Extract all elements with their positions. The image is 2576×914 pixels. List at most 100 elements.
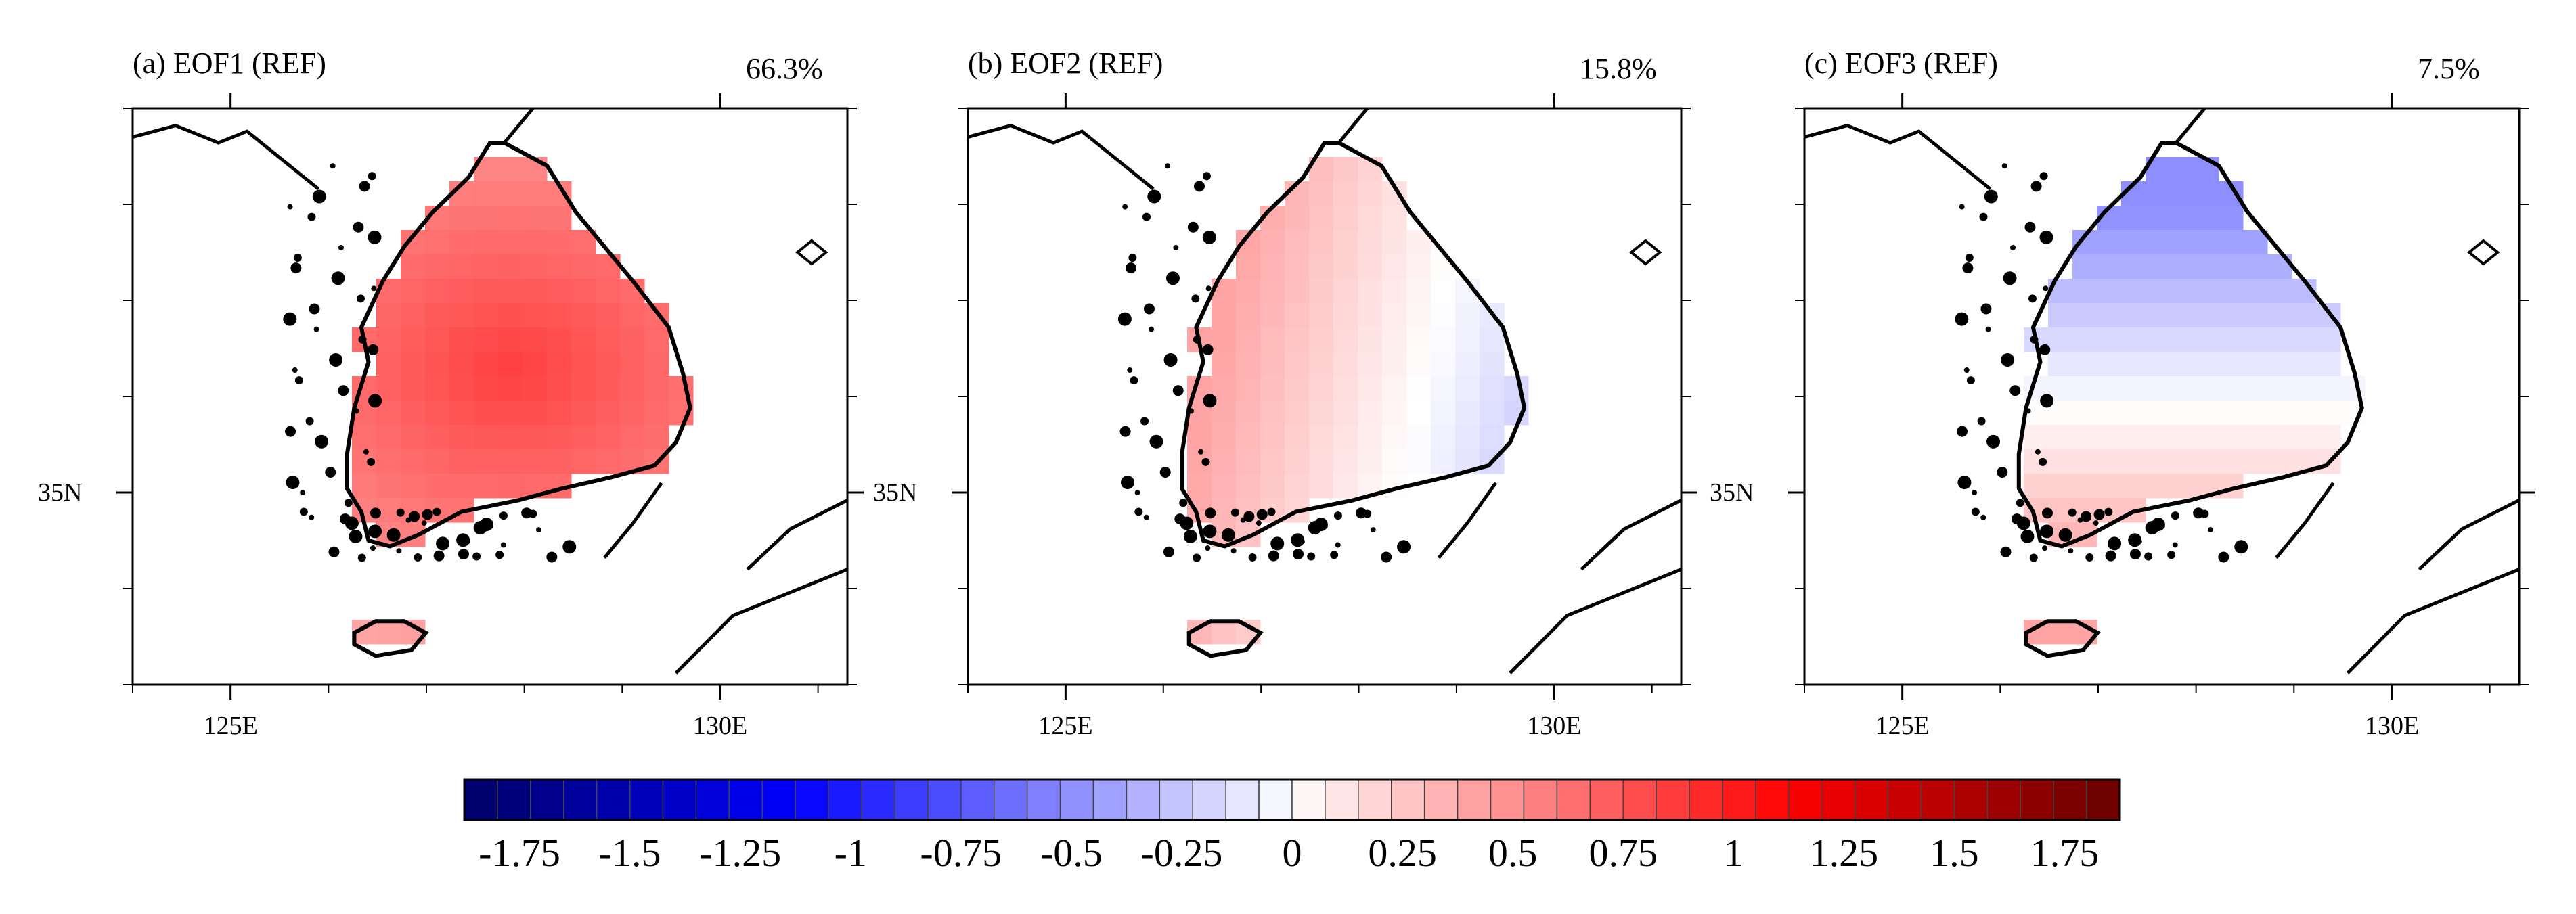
grid-cell xyxy=(1212,474,1237,499)
island-dot xyxy=(479,518,493,532)
grid-cell xyxy=(523,206,548,231)
grid-cell xyxy=(1480,327,1505,352)
grid-cell xyxy=(1260,449,1285,474)
island-dot xyxy=(1122,204,1128,210)
grid-cell xyxy=(2194,425,2219,450)
grid-cell xyxy=(376,474,401,499)
grid-cell xyxy=(1333,303,1358,328)
grid-cell xyxy=(1260,230,1285,255)
coastline-fragment xyxy=(746,499,849,571)
grid-cell xyxy=(401,254,426,279)
grid-cell xyxy=(596,352,621,377)
grid-cell xyxy=(2267,449,2292,474)
grid-cell xyxy=(571,254,596,279)
grid-cell xyxy=(425,352,450,377)
island-dot xyxy=(562,540,577,554)
island-dot xyxy=(357,553,366,562)
island-dot xyxy=(495,551,504,559)
grid-cell xyxy=(644,376,669,401)
grid-cell xyxy=(2072,376,2097,401)
colorbar-tick-label: -0.75 xyxy=(920,831,1002,875)
grid-cell xyxy=(2219,449,2244,474)
grid-cell xyxy=(449,279,474,304)
island-dot xyxy=(363,449,369,455)
grid-cell xyxy=(425,425,450,450)
grid-cell xyxy=(2146,352,2171,377)
island-dot xyxy=(2039,230,2053,244)
grid-cell xyxy=(1236,327,1261,352)
grid-cell xyxy=(376,425,401,450)
grid-cell xyxy=(1285,254,1310,279)
coastline-fragment xyxy=(1437,482,1498,559)
colorbar-swatch xyxy=(1656,779,1690,821)
colorbar-tick-label: 1 xyxy=(1723,831,1744,875)
island-dot xyxy=(2024,221,2036,233)
grid-cell xyxy=(1260,425,1285,450)
grid-cell xyxy=(1260,279,1285,304)
colorbar-swatch xyxy=(1986,779,2021,821)
island-dot xyxy=(2085,553,2094,562)
grid-cell xyxy=(2292,303,2317,328)
grid-cell xyxy=(1236,401,1261,426)
grid-cell xyxy=(644,401,669,426)
grid-cell xyxy=(1382,327,1407,352)
island-dot xyxy=(344,499,353,507)
grid-cell xyxy=(1480,425,1505,450)
korea-coastline xyxy=(1180,141,1527,549)
island-dot xyxy=(1159,466,1171,478)
eof-panel-1 xyxy=(116,93,864,700)
grid-cell xyxy=(596,327,621,352)
colorbar-swatch xyxy=(1589,779,1624,821)
grid-cell xyxy=(2243,425,2268,450)
grid-cell xyxy=(1333,327,1358,352)
grid-cell xyxy=(352,425,377,450)
grid-cell xyxy=(2194,230,2219,255)
grid-cell xyxy=(1431,303,1456,328)
island-dot xyxy=(1140,417,1149,426)
grid-cell xyxy=(596,303,621,328)
island-dot xyxy=(1335,542,1341,548)
x-tick-label: 125E xyxy=(1875,712,1930,740)
colorbar-tick-label: 1.75 xyxy=(2030,831,2100,875)
grid-cell xyxy=(474,401,499,426)
grid-cell xyxy=(449,401,474,426)
grid-cell xyxy=(449,425,474,450)
grid-cell xyxy=(1309,303,1334,328)
grid-cell xyxy=(2267,425,2292,450)
grid-cell xyxy=(1382,401,1407,426)
grid-cell xyxy=(1333,376,1358,401)
grid-cell xyxy=(2121,279,2146,304)
grid-cell xyxy=(1358,352,1383,377)
colorbar-swatch xyxy=(861,779,895,821)
island-dot xyxy=(1163,352,1178,367)
island-dot xyxy=(370,507,381,519)
grid-cell xyxy=(498,401,523,426)
island-dot xyxy=(2039,344,2051,355)
grid-cell xyxy=(1358,303,1383,328)
grid-cell xyxy=(2048,352,2073,377)
ulleung-coastline xyxy=(1629,239,1662,266)
grid-cell xyxy=(547,425,572,450)
variance-explained: 15.8% xyxy=(1580,52,1657,85)
grid-cell xyxy=(547,352,572,377)
grid-cell xyxy=(1333,230,1358,255)
grid-cell xyxy=(1309,401,1334,426)
island-dot xyxy=(2003,271,2017,285)
grid-cell xyxy=(1333,181,1358,206)
island-dot xyxy=(1963,367,1970,373)
island-dot xyxy=(2172,542,2178,548)
grid-cell xyxy=(523,425,548,450)
island-dot xyxy=(1202,230,1216,244)
island-dot xyxy=(1119,426,1131,437)
island-dot xyxy=(432,507,441,516)
island-dot xyxy=(368,524,382,539)
colorbar-swatch xyxy=(1126,779,1161,821)
grid-cell xyxy=(1285,352,1310,377)
grid-cell xyxy=(2121,327,2146,352)
island-dot xyxy=(1142,212,1151,221)
jeju-coastline xyxy=(2024,619,2101,658)
grid-cell xyxy=(1382,425,1407,450)
island-dot xyxy=(299,507,308,516)
grid-cell xyxy=(2316,352,2341,377)
